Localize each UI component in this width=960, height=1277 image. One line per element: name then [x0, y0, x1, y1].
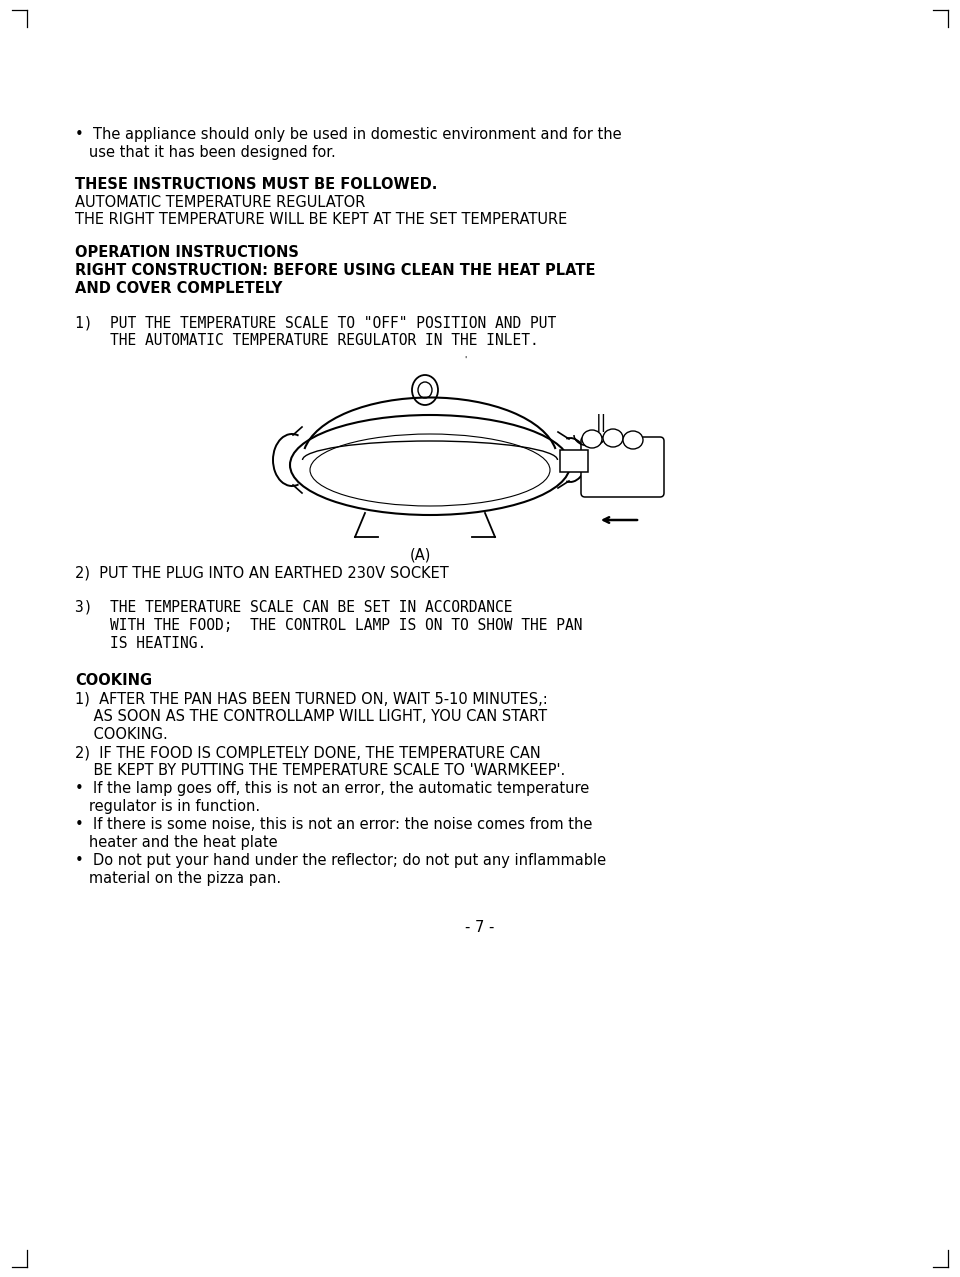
- Text: (A): (A): [409, 547, 431, 562]
- Text: regulator is in function.: regulator is in function.: [75, 799, 260, 813]
- Text: WITH THE FOOD;  THE CONTROL LAMP IS ON TO SHOW THE PAN: WITH THE FOOD; THE CONTROL LAMP IS ON TO…: [75, 618, 583, 633]
- FancyBboxPatch shape: [560, 450, 588, 472]
- Ellipse shape: [582, 430, 602, 448]
- Text: - 7 -: - 7 -: [466, 919, 494, 935]
- Text: AS SOON AS THE CONTROLLAMP WILL LIGHT, YOU CAN START: AS SOON AS THE CONTROLLAMP WILL LIGHT, Y…: [75, 709, 547, 724]
- Ellipse shape: [603, 429, 623, 447]
- FancyBboxPatch shape: [581, 437, 664, 497]
- Text: COOKING.: COOKING.: [75, 727, 168, 742]
- Text: heater and the heat plate: heater and the heat plate: [75, 835, 277, 850]
- Text: COOKING: COOKING: [75, 673, 152, 688]
- Text: THE RIGHT TEMPERATURE WILL BE KEPT AT THE SET TEMPERATURE: THE RIGHT TEMPERATURE WILL BE KEPT AT TH…: [75, 212, 567, 227]
- Text: •  The appliance should only be used in domestic environment and for the: • The appliance should only be used in d…: [75, 126, 622, 142]
- Text: •  If there is some noise, this is not an error: the noise comes from the: • If there is some noise, this is not an…: [75, 817, 592, 833]
- Text: AND COVER COMPLETELY: AND COVER COMPLETELY: [75, 281, 282, 296]
- Text: IS HEATING.: IS HEATING.: [75, 636, 206, 651]
- Text: ': ': [464, 355, 467, 364]
- Text: 3)  THE TEMPERATURE SCALE CAN BE SET IN ACCORDANCE: 3) THE TEMPERATURE SCALE CAN BE SET IN A…: [75, 600, 513, 616]
- Text: 1)  AFTER THE PAN HAS BEEN TURNED ON, WAIT 5-10 MINUTES,:: 1) AFTER THE PAN HAS BEEN TURNED ON, WAI…: [75, 691, 548, 706]
- Text: use that it has been designed for.: use that it has been designed for.: [75, 146, 336, 160]
- Text: 2)  IF THE FOOD IS COMPLETELY DONE, THE TEMPERATURE CAN: 2) IF THE FOOD IS COMPLETELY DONE, THE T…: [75, 744, 540, 760]
- Text: OPERATION INSTRUCTIONS: OPERATION INSTRUCTIONS: [75, 245, 299, 261]
- Text: •  If the lamp goes off, this is not an error, the automatic temperature: • If the lamp goes off, this is not an e…: [75, 782, 589, 796]
- Text: material on the pizza pan.: material on the pizza pan.: [75, 871, 281, 886]
- Text: RIGHT CONSTRUCTION: BEFORE USING CLEAN THE HEAT PLATE: RIGHT CONSTRUCTION: BEFORE USING CLEAN T…: [75, 263, 595, 278]
- Text: 2)  PUT THE PLUG INTO AN EARTHED 230V SOCKET: 2) PUT THE PLUG INTO AN EARTHED 230V SOC…: [75, 564, 448, 580]
- Text: THESE INSTRUCTIONS MUST BE FOLLOWED.: THESE INSTRUCTIONS MUST BE FOLLOWED.: [75, 178, 438, 192]
- Text: 1)  PUT THE TEMPERATURE SCALE TO "OFF" POSITION AND PUT: 1) PUT THE TEMPERATURE SCALE TO "OFF" PO…: [75, 315, 556, 329]
- Text: •  Do not put your hand under the reflector; do not put any inflammable: • Do not put your hand under the reflect…: [75, 853, 606, 868]
- Text: AUTOMATIC TEMPERATURE REGULATOR: AUTOMATIC TEMPERATURE REGULATOR: [75, 195, 366, 209]
- Ellipse shape: [623, 432, 643, 450]
- Text: ||: ||: [596, 414, 608, 432]
- Text: THE AUTOMATIC TEMPERATURE REGULATOR IN THE INLET.: THE AUTOMATIC TEMPERATURE REGULATOR IN T…: [75, 333, 539, 349]
- Text: BE KEPT BY PUTTING THE TEMPERATURE SCALE TO 'WARMKEEP'.: BE KEPT BY PUTTING THE TEMPERATURE SCALE…: [75, 762, 565, 778]
